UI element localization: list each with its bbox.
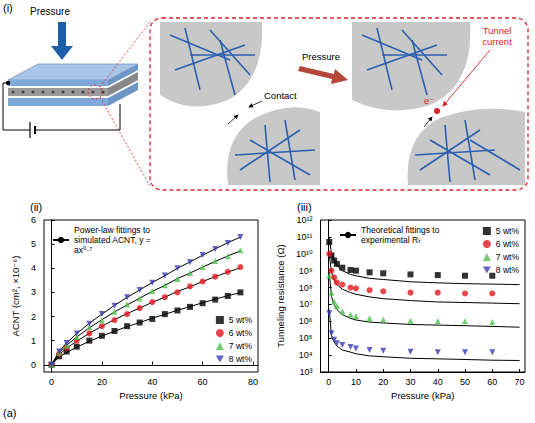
svg-text:7 wt%: 7 wt% <box>496 252 520 262</box>
svg-text:Pressure: Pressure <box>302 51 340 62</box>
svg-text:6: 6 <box>31 215 36 225</box>
svg-text:8 wt%: 8 wt% <box>496 265 520 275</box>
svg-text:Pressure (kPa): Pressure (kPa) <box>119 390 182 401</box>
svg-text:10⁵: 10⁵ <box>299 333 313 343</box>
html-text:(iii): (iii) <box>297 201 312 213</box>
svg-text:10¹²: 10¹² <box>297 215 313 225</box>
svg-text:70: 70 <box>515 377 525 387</box>
svg-text:2: 2 <box>31 312 36 322</box>
svg-text:experimental Rₜ: experimental Rₜ <box>361 235 421 245</box>
svg-text:7 wt%: 7 wt% <box>229 341 253 351</box>
svg-text:10⁸: 10⁸ <box>299 283 313 293</box>
svg-text:40: 40 <box>433 377 443 387</box>
html-text:(a): (a) <box>3 407 17 419</box>
svg-text:10¹¹: 10¹¹ <box>297 232 313 242</box>
svg-text:Pressure: Pressure <box>30 6 70 17</box>
svg-text:0: 0 <box>49 377 54 387</box>
svg-text:20: 20 <box>378 377 388 387</box>
svg-text:ax⁰·⁷: ax⁰·⁷ <box>74 245 92 255</box>
svg-text:Pressure (kPa): Pressure (kPa) <box>391 390 454 401</box>
svg-text:Theoretical fittings to: Theoretical fittings to <box>361 225 440 235</box>
svg-text:10: 10 <box>351 377 361 387</box>
svg-text:5 wt%: 5 wt% <box>496 226 520 236</box>
svg-text:6 wt%: 6 wt% <box>229 328 253 338</box>
html-text:(ii): (ii) <box>30 201 43 213</box>
svg-text:10⁶: 10⁶ <box>299 316 313 326</box>
svg-text:e⁻: e⁻ <box>424 95 434 106</box>
svg-text:20: 20 <box>97 377 107 387</box>
svg-text:simulated ACNT, y =: simulated ACNT, y = <box>74 235 151 245</box>
svg-text:0: 0 <box>31 360 36 370</box>
svg-text:5: 5 <box>31 239 36 249</box>
svg-text:1: 1 <box>31 336 36 346</box>
svg-text:8 wt%: 8 wt% <box>229 354 253 364</box>
svg-text:6 wt%: 6 wt% <box>496 239 520 249</box>
svg-text:0: 0 <box>326 377 331 387</box>
svg-text:10³: 10³ <box>300 367 313 377</box>
svg-text:Tunnelcurrent: Tunnelcurrent <box>482 25 512 47</box>
svg-text:10⁴: 10⁴ <box>299 350 313 360</box>
svg-text:ACNT (cm², ×10⁻⁶): ACNT (cm², ×10⁻⁶) <box>10 256 21 337</box>
svg-text:Tunneling resistance (Ω): Tunneling resistance (Ω) <box>275 244 286 347</box>
svg-text:80: 80 <box>248 377 258 387</box>
svg-text:4: 4 <box>31 263 36 273</box>
svg-text:Contact: Contact <box>264 90 297 101</box>
svg-text:Power-law fittings to: Power-law fittings to <box>74 225 150 235</box>
svg-text:30: 30 <box>405 377 415 387</box>
svg-text:50: 50 <box>460 377 470 387</box>
svg-text:60: 60 <box>487 377 497 387</box>
svg-text:10⁷: 10⁷ <box>299 299 312 309</box>
svg-text:3: 3 <box>31 287 36 297</box>
svg-text:40: 40 <box>147 377 157 387</box>
svg-text:10⁹: 10⁹ <box>299 266 313 276</box>
svg-text:10¹⁰: 10¹⁰ <box>296 249 313 259</box>
svg-text:5 wt%: 5 wt% <box>229 315 253 325</box>
svg-text:60: 60 <box>198 377 208 387</box>
svg-text:(i): (i) <box>3 2 13 14</box>
